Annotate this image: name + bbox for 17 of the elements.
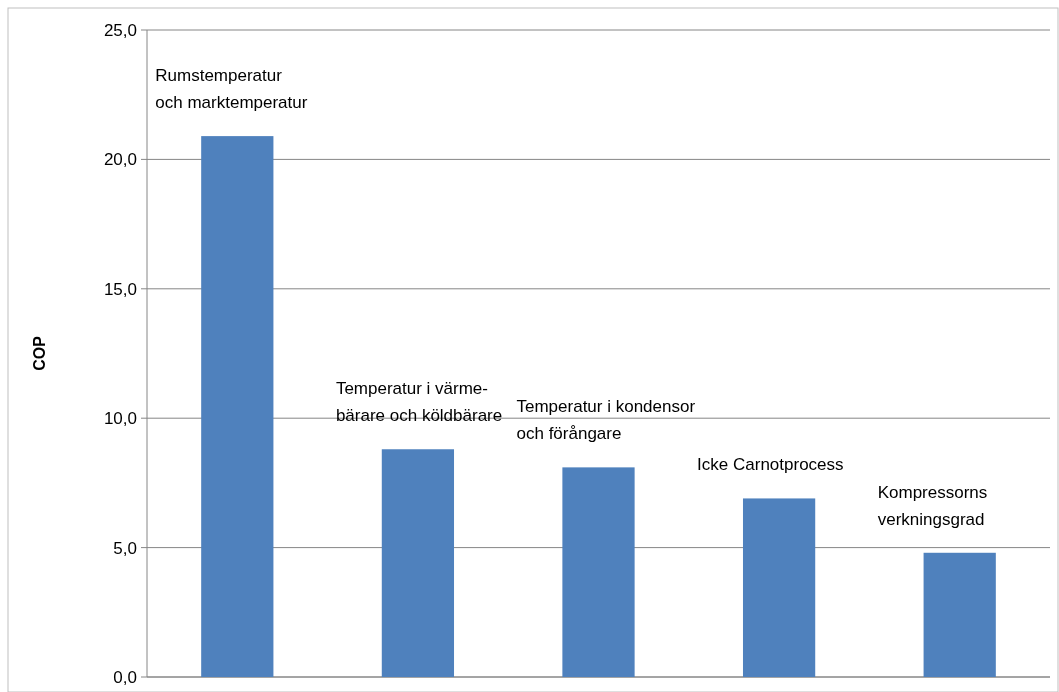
y-tick-label: 25,0	[103, 20, 137, 40]
x-tick-label: Rumstemperatur och marktemperatur	[155, 66, 308, 113]
x-tick-label: Temperatur i kondensor och förångare	[516, 397, 696, 444]
x-tick-label: Temperatur i värme- bärare och köldbärare	[335, 379, 503, 426]
y-tick-label: 15,0	[103, 279, 137, 299]
y-axis-title: COP	[31, 335, 48, 371]
x-tick-label: Kompressorns verkningsgrad	[877, 482, 988, 529]
x-tick-label: Icke Carnotprocess	[697, 455, 844, 475]
y-tick-label: 10,0	[103, 409, 137, 429]
bar	[381, 449, 455, 677]
y-tick-label: 0,0	[113, 667, 137, 687]
bar	[201, 136, 274, 677]
bar	[742, 498, 816, 677]
bar	[562, 467, 635, 677]
y-tick-label: 20,0	[103, 150, 137, 170]
bar	[923, 552, 996, 677]
y-tick-label: 5,0	[113, 538, 137, 558]
